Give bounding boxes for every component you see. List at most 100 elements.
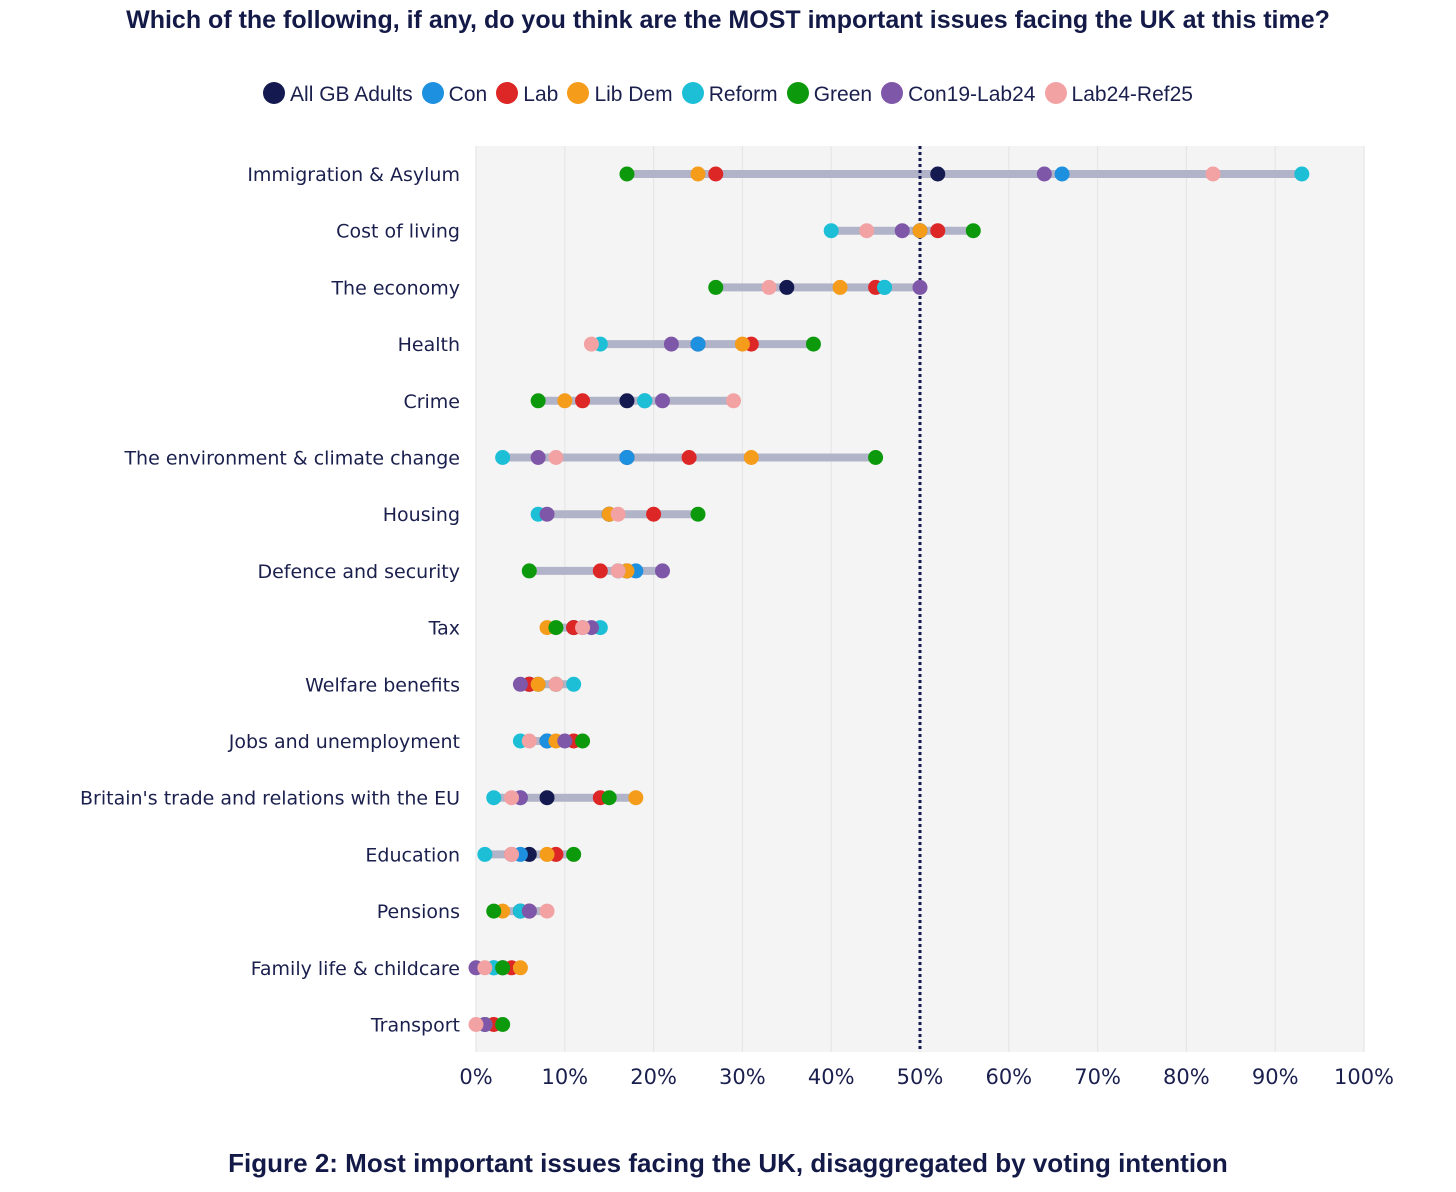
data-point [726, 393, 742, 409]
legend: All GB Adults Con Lab Lib Dem Reform Gre… [0, 82, 1456, 112]
legend-marker-con19-lab24 [881, 82, 904, 104]
legend-label: Lib Dem [594, 83, 673, 106]
data-point [619, 393, 635, 409]
data-point [512, 676, 528, 692]
legend-marker-all-gb-adults [263, 82, 286, 104]
data-point [486, 790, 502, 806]
x-tick-label: 50% [897, 1065, 944, 1089]
data-point [601, 790, 617, 806]
x-tick-label: 30% [719, 1065, 766, 1089]
data-point [566, 676, 582, 692]
y-category-label: Education [365, 844, 460, 866]
x-tick-label: 100% [1334, 1065, 1394, 1089]
data-point [859, 223, 875, 239]
data-point [690, 336, 706, 352]
legend-item[interactable]: All GB Adults [263, 82, 413, 107]
data-point [734, 336, 750, 352]
legend-marker-lab [496, 82, 519, 104]
data-point [930, 223, 946, 239]
legend-label: Green [813, 83, 873, 106]
data-point [557, 393, 573, 409]
legend-item[interactable]: Con [421, 82, 488, 107]
x-tick-label: 90% [1252, 1065, 1299, 1089]
data-point [779, 279, 795, 295]
legend-item[interactable]: Con19-Lab24 [881, 82, 1035, 107]
y-category-label: Defence and security [257, 561, 460, 583]
data-point [575, 393, 591, 409]
data-point [619, 450, 635, 465]
dumbbell-chart: 0% 10% 20% 30% 40% 50% 60% 70% 80% 90% 100% Immigra… [80, 146, 1394, 1089]
data-point [912, 223, 928, 239]
legend-label: Con19-Lab24 [908, 83, 1036, 106]
data-point [761, 279, 777, 295]
data-point [610, 506, 626, 522]
data-point [504, 846, 520, 862]
data-point [1054, 166, 1070, 182]
y-category-label: Family life & childcare [251, 958, 460, 980]
data-point [504, 790, 520, 806]
legend-item[interactable]: Reform [681, 82, 778, 107]
data-point [876, 279, 892, 295]
y-category-label: Britain's trade and relations with the E… [80, 788, 460, 810]
legend-item[interactable]: Lab24-Ref25 [1044, 82, 1193, 107]
legend-label: Reform [708, 83, 778, 106]
x-tick-label: 80% [1163, 1065, 1210, 1089]
y-category-label: Immigration & Asylum [247, 164, 460, 186]
data-point [539, 790, 555, 806]
legend-item[interactable]: Lib Dem [567, 82, 673, 107]
data-point [654, 563, 670, 579]
data-point [566, 846, 582, 862]
y-category-label: Transport [370, 1015, 460, 1037]
legend-marker-lib-dem [567, 82, 590, 104]
x-tick-label: 20% [630, 1065, 677, 1089]
data-point [548, 620, 564, 636]
data-point [743, 450, 759, 465]
data-point [637, 393, 653, 409]
x-tick-label: 40% [808, 1065, 855, 1089]
x-tick-label: 0% [459, 1065, 492, 1089]
data-point [468, 1017, 484, 1032]
data-point [539, 506, 555, 522]
data-point [823, 223, 839, 239]
y-category-label: Tax [428, 618, 460, 640]
legend-label: Con [448, 83, 488, 106]
legend-label: All GB Adults [290, 83, 413, 106]
data-point [708, 279, 724, 295]
data-point [708, 166, 724, 182]
data-point [495, 1017, 511, 1032]
data-point [1036, 166, 1052, 182]
data-point [868, 450, 884, 465]
data-point [610, 563, 626, 579]
data-point [690, 166, 706, 182]
legend-item[interactable]: Lab [496, 82, 558, 107]
x-tick-label: 60% [985, 1065, 1032, 1089]
data-point [1294, 166, 1310, 182]
chart-title: Which of the following, if any, do you t… [126, 6, 1330, 34]
data-point [477, 846, 493, 862]
data-point [690, 506, 706, 522]
data-point [539, 846, 555, 862]
data-point [530, 676, 546, 692]
data-point [965, 223, 981, 239]
legend-label: Lab24-Ref25 [1071, 83, 1193, 106]
y-category-label: Health [398, 334, 460, 356]
data-point [583, 336, 599, 352]
data-point [477, 960, 493, 976]
data-point [557, 733, 573, 749]
data-point [663, 336, 679, 352]
legend-marker-reform [681, 82, 704, 104]
data-point [495, 450, 511, 465]
legend-marker-green [786, 82, 809, 104]
y-category-label: Pensions [377, 901, 460, 923]
data-point [619, 166, 635, 182]
legend-item[interactable]: Green [786, 82, 873, 107]
x-tick-label: 10% [541, 1065, 588, 1089]
x-tick-label: 70% [1074, 1065, 1121, 1089]
data-point [548, 450, 564, 465]
y-category-label: The economy [330, 277, 460, 299]
data-point [521, 733, 537, 749]
y-category-label: The environment & climate change [123, 448, 460, 470]
data-point [486, 903, 502, 919]
data-point [832, 279, 848, 295]
data-point [530, 450, 546, 465]
